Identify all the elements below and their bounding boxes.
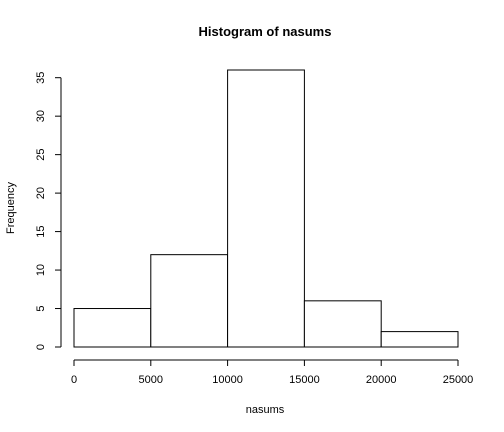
y-tick-label: 25 (35, 149, 47, 161)
x-tick-label: 25000 (443, 374, 474, 386)
y-axis: 0 5 10 15 20 25 30 35 (35, 72, 62, 350)
histogram-bars (73, 69, 459, 348)
histogram-bar-1 (150, 254, 229, 348)
x-tick-label: 20000 (366, 374, 397, 386)
histogram-bar-3 (303, 300, 382, 348)
x-tick-label: 10000 (212, 374, 243, 386)
y-tick-label: 35 (35, 72, 47, 84)
y-tick-label: 15 (35, 225, 47, 237)
y-axis-label: Frequency (5, 182, 17, 234)
y-tick-label: 10 (35, 264, 47, 276)
y-tick-label: 20 (35, 187, 47, 199)
chart-title: Histogram of nasums (199, 24, 332, 39)
y-tick-label: 5 (35, 305, 47, 311)
histogram-bar-2 (227, 69, 305, 348)
histogram-bar-4 (380, 331, 459, 348)
x-tick-label: 0 (71, 374, 77, 386)
x-tick-label: 5000 (139, 374, 163, 386)
y-tick-label: 30 (35, 110, 47, 122)
histogram-bar-0 (73, 308, 152, 348)
y-tick-label: 0 (35, 344, 47, 350)
x-axis: 0 5000 10000 15000 20000 25000 (71, 359, 474, 386)
x-tick-label: 15000 (289, 374, 320, 386)
x-axis-label: nasums (246, 404, 285, 416)
